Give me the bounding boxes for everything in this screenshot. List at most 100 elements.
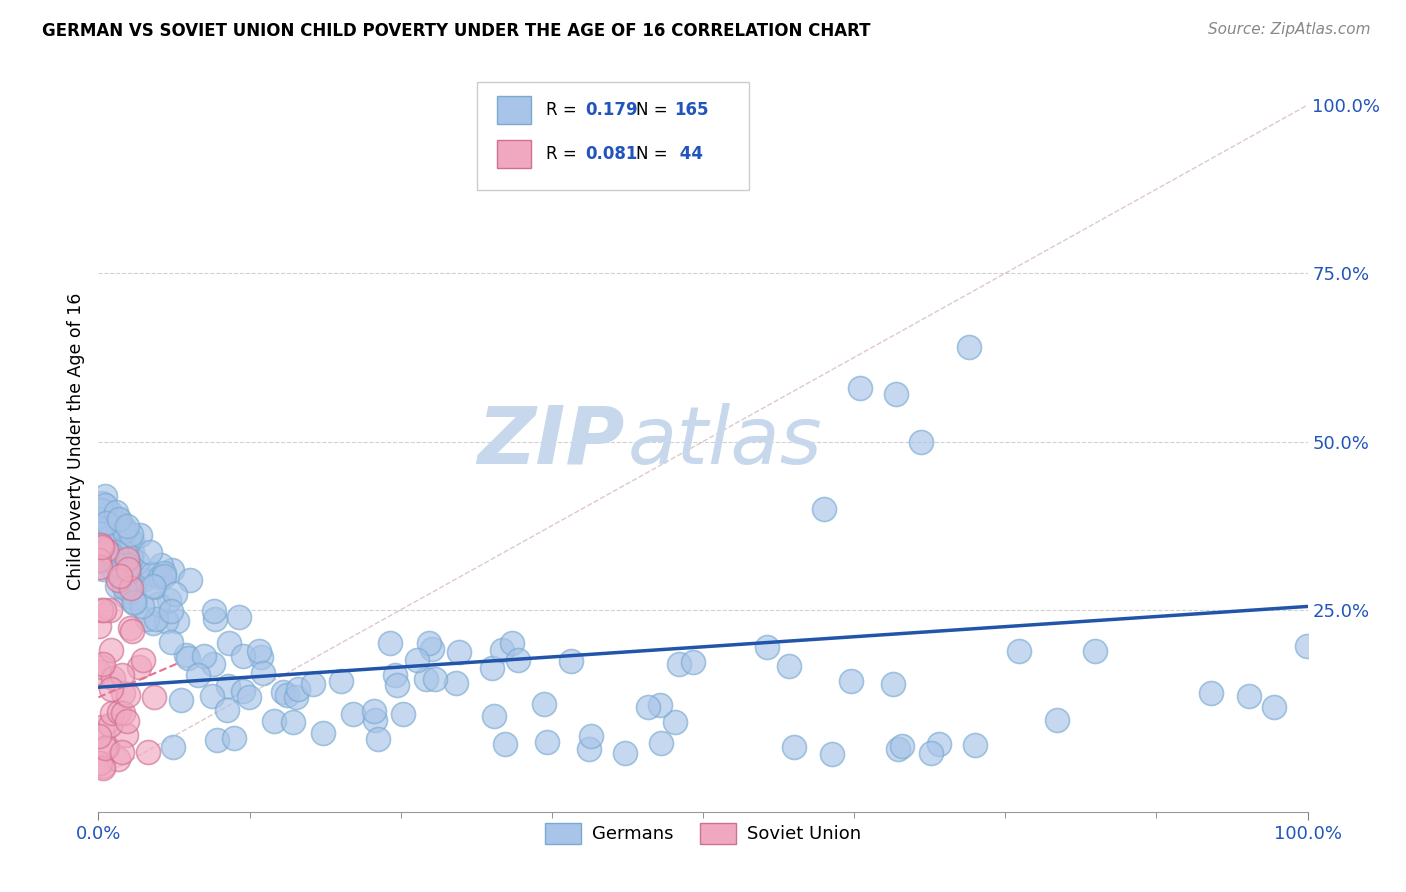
Point xyxy=(110,569,132,583)
Point xyxy=(120,551,142,566)
Point xyxy=(96,740,118,755)
Point xyxy=(201,689,224,703)
Point xyxy=(122,595,145,609)
Point xyxy=(536,734,558,748)
Point xyxy=(115,589,138,603)
Text: Source: ZipAtlas.com: Source: ZipAtlas.com xyxy=(1208,22,1371,37)
Point xyxy=(187,668,209,682)
Point xyxy=(149,569,172,583)
Point xyxy=(110,516,132,530)
Point xyxy=(117,532,139,546)
Point xyxy=(120,527,142,541)
Point xyxy=(1237,689,1260,703)
Point xyxy=(100,682,122,697)
Point xyxy=(105,579,128,593)
Point xyxy=(90,503,112,517)
Point xyxy=(614,746,637,760)
Point xyxy=(668,657,690,671)
Point xyxy=(87,552,110,566)
Point xyxy=(108,513,131,527)
Point xyxy=(222,731,245,746)
Point xyxy=(682,655,704,669)
Point xyxy=(152,566,174,580)
Point xyxy=(90,660,112,674)
Point xyxy=(891,739,914,753)
Point xyxy=(342,706,364,721)
Point xyxy=(104,529,127,543)
Point xyxy=(89,554,111,568)
Point xyxy=(136,745,159,759)
Point xyxy=(581,729,603,743)
Point xyxy=(481,661,503,675)
Point xyxy=(364,713,387,727)
Point xyxy=(91,720,114,734)
Point xyxy=(111,668,134,682)
FancyBboxPatch shape xyxy=(477,82,749,190)
Point xyxy=(1296,640,1319,654)
Point xyxy=(91,561,114,575)
Point xyxy=(94,516,117,531)
Point xyxy=(101,706,124,720)
Point xyxy=(204,612,226,626)
Point xyxy=(329,673,352,688)
Point xyxy=(821,747,844,761)
Point xyxy=(506,653,529,667)
Point xyxy=(176,648,198,662)
Point xyxy=(117,688,139,702)
Point xyxy=(105,505,128,519)
Point xyxy=(839,673,862,688)
Point xyxy=(131,599,153,613)
Text: R =: R = xyxy=(546,145,582,163)
Point xyxy=(104,557,127,571)
Point xyxy=(886,387,908,401)
Point xyxy=(132,653,155,667)
Point xyxy=(117,558,139,573)
Point xyxy=(849,381,872,395)
Point xyxy=(578,741,600,756)
Point xyxy=(238,690,260,704)
Point xyxy=(105,516,128,530)
Point xyxy=(1046,713,1069,727)
Point xyxy=(165,587,187,601)
Point xyxy=(142,579,165,593)
Point xyxy=(232,648,254,663)
Point xyxy=(218,635,240,649)
Point xyxy=(115,519,138,533)
Text: 0.179: 0.179 xyxy=(586,101,638,119)
Point xyxy=(145,612,167,626)
Point xyxy=(160,604,183,618)
Point xyxy=(159,635,181,649)
Point xyxy=(1008,644,1031,658)
Point xyxy=(94,489,117,503)
Point xyxy=(444,676,467,690)
Point xyxy=(887,741,910,756)
Point xyxy=(501,635,523,649)
Point xyxy=(111,706,134,721)
Point xyxy=(650,736,672,750)
Point xyxy=(118,576,141,591)
Point xyxy=(89,560,111,574)
Point xyxy=(87,619,110,633)
Point xyxy=(97,516,120,530)
Point xyxy=(179,573,201,587)
Point xyxy=(91,496,114,510)
Point xyxy=(89,729,111,743)
Point xyxy=(90,525,112,540)
Point xyxy=(132,573,155,587)
Point xyxy=(367,732,389,747)
Point xyxy=(205,733,228,747)
Point xyxy=(114,728,136,742)
Point xyxy=(664,714,686,729)
Point xyxy=(420,641,443,656)
Point xyxy=(449,645,471,659)
Point xyxy=(141,566,163,581)
Point xyxy=(93,759,115,773)
Point xyxy=(533,698,555,712)
Text: 165: 165 xyxy=(673,101,709,119)
Point xyxy=(117,558,139,572)
Point xyxy=(160,562,183,576)
Point xyxy=(637,699,659,714)
Point xyxy=(128,528,150,542)
Point xyxy=(120,581,142,595)
Point xyxy=(121,534,143,549)
